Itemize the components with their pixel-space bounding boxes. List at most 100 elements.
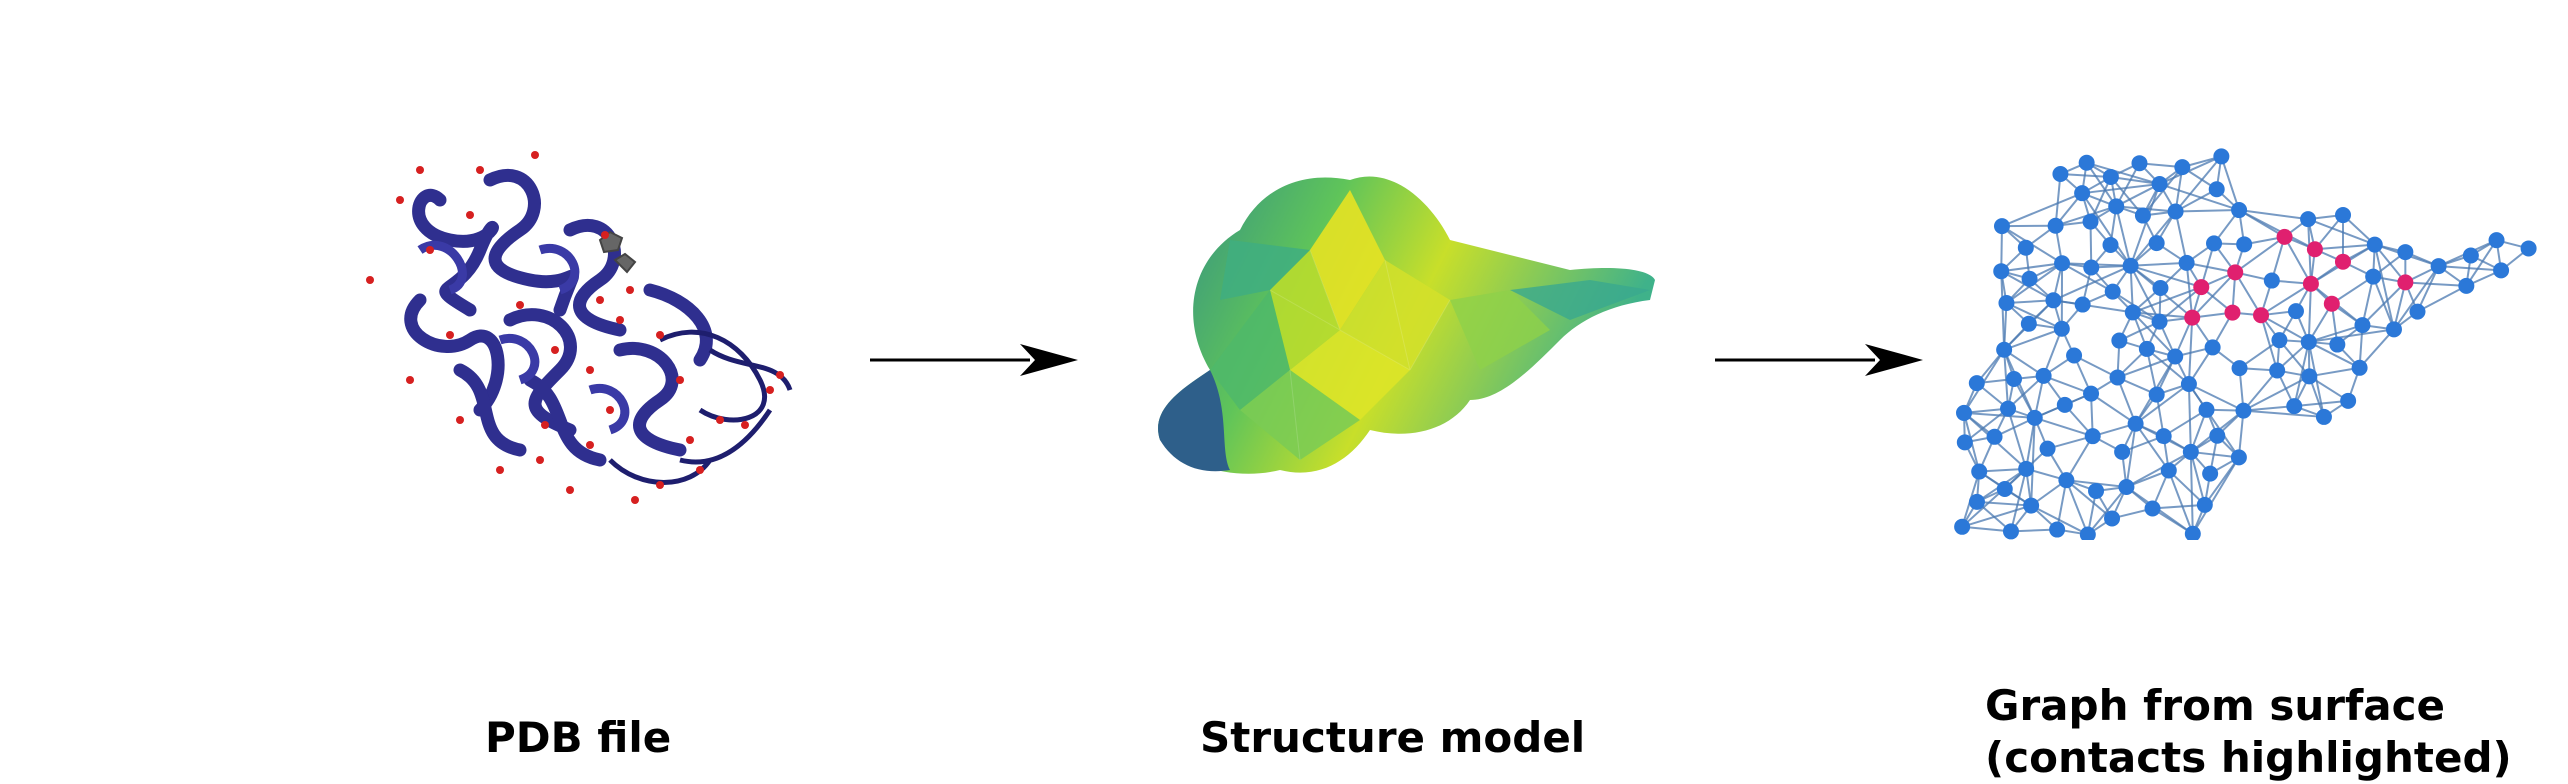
structure-model-image bbox=[1150, 170, 1670, 510]
contact-node bbox=[2324, 296, 2340, 312]
graph-node bbox=[2006, 371, 2022, 387]
graph-node bbox=[2152, 176, 2168, 192]
graph-node bbox=[2335, 207, 2351, 223]
graph-edge bbox=[2160, 156, 2222, 184]
graph-node bbox=[2367, 237, 2383, 253]
graph-node bbox=[2075, 297, 2091, 313]
graph-node bbox=[1969, 375, 1985, 391]
graph-node bbox=[2232, 360, 2248, 376]
contact-node bbox=[2335, 254, 2351, 270]
graph-node bbox=[2110, 369, 2126, 385]
arrow-right-icon bbox=[870, 340, 1080, 380]
graph-node bbox=[2057, 397, 2073, 413]
graph-node bbox=[2167, 348, 2183, 364]
caption-line: PDB file bbox=[485, 712, 671, 764]
graph-node bbox=[2048, 218, 2064, 234]
contact-node bbox=[2303, 276, 2319, 292]
graph-edge bbox=[2405, 282, 2466, 286]
graph-node bbox=[2003, 523, 2019, 539]
graph-node bbox=[2088, 483, 2104, 499]
surface-graph-icon bbox=[1940, 140, 2540, 540]
graph-node bbox=[2397, 244, 2413, 260]
graph-node bbox=[1969, 494, 1985, 510]
graph-edge bbox=[2417, 286, 2466, 312]
graph-node bbox=[2205, 339, 2221, 355]
graph-node bbox=[2316, 409, 2332, 425]
graph-node bbox=[2493, 262, 2509, 278]
graph-node bbox=[2123, 258, 2139, 274]
graph-node bbox=[2135, 208, 2151, 224]
graph-nodes bbox=[1954, 148, 2536, 540]
graph-node bbox=[2114, 444, 2130, 460]
graph-node bbox=[2183, 444, 2199, 460]
graph-node bbox=[1956, 405, 1972, 421]
graph-edge bbox=[2131, 263, 2187, 266]
graph-node bbox=[2209, 428, 2225, 444]
graph-node bbox=[2022, 271, 2038, 287]
graph-node bbox=[2409, 304, 2425, 320]
graph-node bbox=[2185, 526, 2201, 540]
surface-graph-image bbox=[1940, 140, 2540, 540]
graph-node bbox=[2174, 159, 2190, 175]
graph-node bbox=[2118, 479, 2134, 495]
graph-node bbox=[2236, 236, 2252, 252]
graph-node bbox=[2021, 316, 2037, 332]
protein-ribbon-icon bbox=[360, 140, 800, 540]
graph-node bbox=[2288, 303, 2304, 319]
graph-edge bbox=[2176, 210, 2239, 211]
graph-node bbox=[2521, 240, 2537, 256]
graph-node bbox=[2036, 368, 2052, 384]
graph-node bbox=[2206, 235, 2222, 251]
molecular-surface-icon bbox=[1150, 170, 1670, 510]
graph-node bbox=[2049, 522, 2065, 538]
pdb-structure-image bbox=[360, 140, 800, 540]
graph-node bbox=[2202, 466, 2218, 482]
graph-node bbox=[2231, 449, 2247, 465]
graph-node bbox=[2083, 214, 2099, 230]
contact-node bbox=[2307, 241, 2323, 257]
graph-node bbox=[2386, 321, 2402, 337]
arrow-1 bbox=[870, 340, 1080, 380]
contact-node bbox=[2277, 229, 2293, 245]
graph-node bbox=[2365, 269, 2381, 285]
graph-node bbox=[2018, 461, 2034, 477]
caption-pdb-file: PDB file bbox=[485, 712, 671, 764]
graph-edge bbox=[2309, 329, 2394, 342]
graph-node bbox=[1957, 434, 1973, 450]
graph-node bbox=[2209, 181, 2225, 197]
graph-node bbox=[1997, 481, 2013, 497]
graph-node bbox=[2152, 280, 2168, 296]
graph-node bbox=[2340, 393, 2356, 409]
graph-node bbox=[2027, 410, 2043, 426]
graph-node bbox=[2103, 237, 2119, 253]
graph-node bbox=[2231, 202, 2247, 218]
graph-node bbox=[2103, 169, 2119, 185]
caption-line: Graph from surface bbox=[1985, 680, 2512, 732]
caption-graph-from-surface: Graph from surface (contacts highlighted… bbox=[1985, 680, 2512, 784]
contact-node bbox=[2227, 264, 2243, 280]
graph-node bbox=[1996, 342, 2012, 358]
graph-node bbox=[2489, 232, 2505, 248]
graph-node bbox=[2108, 198, 2124, 214]
graph-node bbox=[1954, 519, 1970, 535]
graph-node bbox=[2197, 497, 2213, 513]
graph-node bbox=[2018, 240, 2034, 256]
graph-node bbox=[2199, 402, 2215, 418]
arrow-2 bbox=[1715, 340, 1925, 380]
graph-node bbox=[2139, 341, 2155, 357]
graph-node bbox=[2052, 166, 2068, 182]
graph-node bbox=[2000, 401, 2016, 417]
graph-node bbox=[2354, 317, 2370, 333]
graph-node bbox=[2264, 273, 2280, 289]
graph-node bbox=[2023, 498, 2039, 514]
graph-node bbox=[2301, 334, 2317, 350]
graph-edge bbox=[2309, 284, 2311, 342]
graph-node bbox=[2104, 510, 2120, 526]
graph-node bbox=[2145, 501, 2161, 517]
contact-node bbox=[2184, 310, 2200, 326]
caption-line: (contacts highlighted) bbox=[1985, 732, 2512, 784]
graph-node bbox=[2054, 255, 2070, 271]
caption-line: Structure model bbox=[1200, 712, 1585, 764]
graph-node bbox=[2161, 462, 2177, 478]
graph-node bbox=[2458, 278, 2474, 294]
